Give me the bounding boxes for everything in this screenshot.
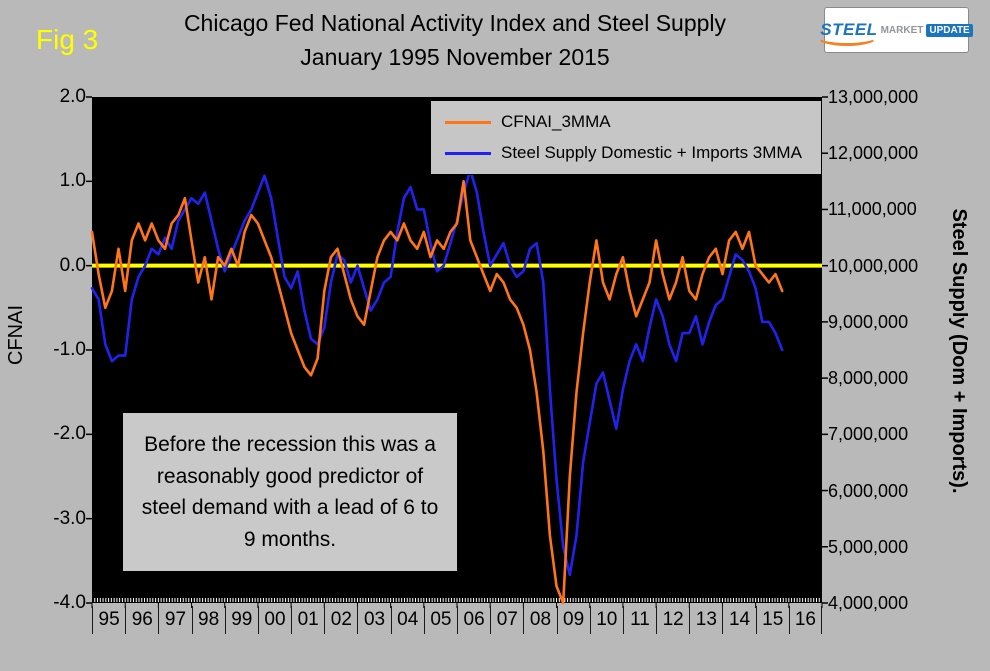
y-left-tick-label: -3.0 <box>53 507 86 529</box>
logo-word-update: UPDATE <box>926 23 973 37</box>
y-left-tick-label: -1.0 <box>53 339 86 360</box>
legend-line-sample-orange <box>445 120 491 124</box>
x-axis-year-label: 09 <box>556 606 590 634</box>
x-axis-year-label: 97 <box>158 606 191 634</box>
x-axis-year-label: 00 <box>257 606 291 634</box>
y-right-tick-label: 9,000,000 <box>828 311 909 332</box>
y-right-tick-label: 4,000,000 <box>828 593 909 613</box>
y-right-tick-label: 13,000,000 <box>828 87 919 107</box>
x-axis-year-label: 96 <box>125 606 158 634</box>
x-axis-year-label: 95 <box>92 606 125 634</box>
steel-market-update-logo: STEEL MARKET UPDATE <box>817 7 973 53</box>
y-right-tick-label: 11,000,000 <box>828 199 917 220</box>
x-axis-year-label: 15 <box>755 606 789 634</box>
y-left-tick-label: 1.0 <box>59 170 86 192</box>
legend-label-steel-supply: Steel Supply Domestic + Imports 3MMA <box>501 143 802 162</box>
y-right-tick-label: 5,000,000 <box>828 536 909 557</box>
y-left-tick-label: -4.0 <box>53 592 86 613</box>
right-axis-title: Steel Supply (Dom + Imports). <box>948 208 970 494</box>
x-axis-year-label: 13 <box>689 606 722 634</box>
x-axis-year-label: 08 <box>523 606 556 634</box>
x-axis-year-label: 04 <box>390 606 424 634</box>
y-right-tick-label: 7,000,000 <box>828 424 909 445</box>
left-axis-title: CFNAI <box>5 305 27 365</box>
logo-swoosh-icon <box>817 29 878 46</box>
x-axis-year-label: 16 <box>788 606 822 634</box>
x-axis-year-label: 98 <box>191 606 225 634</box>
logo-word-market: MARKET <box>880 24 924 36</box>
legend-line-sample-blue <box>445 151 491 155</box>
x-axis-year-label: 05 <box>423 606 457 634</box>
y-right-tick-label: 6,000,000 <box>828 480 909 501</box>
y-left-tick-label: -2.0 <box>53 423 86 445</box>
x-axis-year-label: 12 <box>656 606 689 634</box>
y-left-tick-label: 0.0 <box>59 254 86 276</box>
y-right-tick-label: 10,000,000 <box>828 255 919 276</box>
x-axis-year-label: 10 <box>589 606 623 634</box>
chart-subtitle: January 1995 November 2015 <box>300 44 610 70</box>
x-axis-year-label: 99 <box>224 606 258 634</box>
legend: CFNAI_3MMA Steel Supply Domestic + Impor… <box>430 100 822 175</box>
x-axis-year-label: 06 <box>457 606 490 634</box>
legend-entry-steel-supply: Steel Supply Domestic + Imports 3MMA <box>445 143 807 163</box>
annotation-box: Before the recession this was a reasonab… <box>122 412 458 572</box>
logo-word-steel: STEEL <box>817 20 878 46</box>
y-right-tick-label: 8,000,000 <box>828 368 909 389</box>
y-left-tick-label: 2.0 <box>59 86 86 107</box>
y-right-tick-label: 12,000,000 <box>828 143 919 164</box>
x-axis-year-label: 03 <box>357 606 390 634</box>
legend-label-cfnai: CFNAI_3MMA <box>501 112 611 131</box>
legend-entry-cfnai: CFNAI_3MMA <box>445 112 807 132</box>
x-axis-year-label: 02 <box>324 606 357 634</box>
x-axis-year-label: 07 <box>490 606 523 634</box>
x-axis-year-label: 11 <box>622 606 656 634</box>
x-axis-year-label: 01 <box>291 606 324 634</box>
figure-label: Fig 3 <box>36 24 99 55</box>
x-axis-year-label: 14 <box>722 606 755 634</box>
chart-title: Chicago Fed National Activity Index and … <box>183 10 727 36</box>
